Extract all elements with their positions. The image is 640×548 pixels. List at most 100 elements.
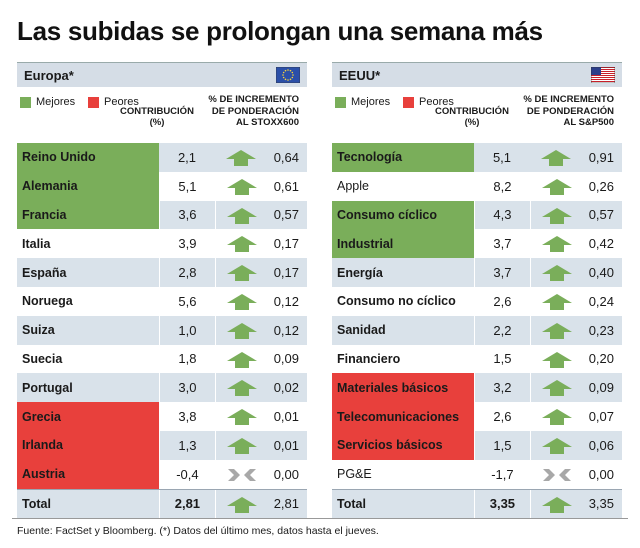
weight-value: 0,06 — [588, 437, 614, 453]
contribution-value: -1,7 — [473, 459, 531, 489]
weight-value: 2,81 — [273, 496, 299, 512]
weight-cell: 0,17 — [215, 229, 307, 259]
row-label: Tecnología — [332, 143, 474, 172]
row-label: Energía — [332, 258, 474, 287]
table-row: Suecia 1,8 0,09 — [17, 344, 307, 374]
arrow-up-icon — [227, 178, 258, 195]
legend-label-better: Mejores — [351, 96, 391, 108]
legend-worse: Peores — [403, 96, 454, 108]
table-row: Consumo cíclico 4,3 0,57 — [332, 200, 622, 230]
contribution-value: 3,0 — [158, 373, 216, 403]
contribution-value: 3,2 — [473, 373, 531, 403]
row-label: Italia — [17, 229, 159, 259]
arrow-up-icon — [227, 322, 258, 339]
arrow-up-icon — [542, 265, 573, 282]
page-title: Las subidas se prolongan una semana más — [17, 16, 543, 46]
row-label: Apple — [332, 171, 474, 201]
contribution-value: 2,2 — [473, 315, 531, 345]
contribution-value: 2,8 — [158, 258, 216, 287]
weight-cell: 0,01 — [215, 430, 307, 460]
weight-cell: 0,12 — [215, 315, 307, 345]
contribution-value: 3,35 — [473, 489, 531, 519]
weight-cell: 0,26 — [530, 171, 622, 201]
table-row: Energía 3,7 0,40 — [332, 258, 622, 287]
row-label: Total — [332, 489, 474, 519]
header-line: % DE INCREMENTO — [208, 94, 299, 105]
row-label: Telecomunicaciones — [332, 402, 474, 431]
arrow-up-icon — [541, 150, 571, 166]
contribution-value: 5,1 — [158, 171, 216, 201]
legend-swatch-worse — [88, 96, 99, 108]
weight-cell: 0,09 — [530, 373, 622, 403]
weight-value: 0,09 — [588, 380, 614, 396]
panel-title: EEUU* — [339, 68, 381, 83]
arrow-up-icon — [227, 293, 258, 310]
arrow-up-icon — [542, 409, 573, 426]
row-label: Irlanda — [17, 430, 159, 460]
arrow-up-icon — [542, 293, 573, 310]
weight-value: 0,00 — [273, 466, 299, 482]
column-header-contribution: CONTRIBUCIÓN (%) — [117, 106, 197, 128]
arrow-up-icon — [227, 236, 258, 253]
weight-value: 0,64 — [273, 149, 299, 165]
header-line: DE PONDERACIÓN — [211, 105, 299, 117]
flag — [275, 66, 301, 84]
eu-flag-icon — [275, 66, 301, 84]
column-header-contribution: CONTRIBUCIÓN (%) — [432, 106, 512, 128]
contribution-value: 3,7 — [473, 229, 531, 259]
row-label: Consumo cíclico — [332, 200, 474, 230]
column-header-weight: % DE INCREMENTO DE PONDERACIÓN AL STOXX600 — [189, 94, 299, 129]
row-label: Francia — [17, 200, 159, 230]
arrow-up-icon — [227, 265, 258, 282]
weight-cell: 2,81 — [215, 489, 307, 519]
legend-label-better: Mejores — [36, 96, 76, 108]
arrow-up-icon — [227, 351, 258, 368]
table-row: Austria -0,4 0,00 — [17, 459, 307, 489]
header-line: CONTRIBUCIÓN — [435, 106, 509, 117]
weight-value: 0,01 — [273, 437, 299, 453]
table-row: Alemania 5,1 0,61 — [17, 171, 307, 201]
weight-value: 0,42 — [588, 236, 614, 252]
contribution-value: 2,6 — [473, 286, 531, 316]
column-header-weight: % DE INCREMENTO DE PONDERACIÓN AL S&P500 — [504, 94, 614, 129]
row-label: Servicios básicos — [332, 430, 474, 460]
weight-cell: 0,57 — [530, 200, 622, 230]
row-label: Suiza — [17, 315, 159, 345]
legend-label-worse: Peores — [419, 96, 454, 108]
weight-value: 0,01 — [273, 409, 299, 425]
panel-title: Europa* — [24, 68, 74, 83]
weight-cell: 0,01 — [215, 402, 307, 431]
weight-value: 0,12 — [273, 322, 299, 338]
row-label: Sanidad — [332, 315, 474, 345]
arrow-up-icon — [542, 207, 573, 224]
table-row: Sanidad 2,2 0,23 — [332, 315, 622, 345]
bottom-divider — [12, 518, 628, 519]
weight-value: 0,23 — [588, 322, 614, 338]
weight-value: 0,12 — [273, 293, 299, 309]
table-row: Francia 3,6 0,57 — [17, 200, 307, 230]
arrow-up-icon — [542, 380, 573, 397]
header-line: % DE INCREMENTO — [523, 94, 614, 105]
header-line: AL S&P500 — [563, 117, 614, 128]
table-rows: Reino Unido 2,1 0,64 Alemania 5,1 0,61 Francia… — [17, 143, 307, 519]
weight-cell: 0,42 — [530, 229, 622, 259]
table-row: Servicios básicos 1,5 0,06 — [332, 430, 622, 460]
weight-cell: 0,23 — [530, 315, 622, 345]
table-row: Noruega 5,6 0,12 — [17, 286, 307, 316]
table-row: Industrial 3,7 0,42 — [332, 229, 622, 259]
weight-cell: 0,02 — [215, 373, 307, 403]
table-row: Italia 3,9 0,17 — [17, 229, 307, 259]
header-line: CONTRIBUCIÓN — [120, 106, 194, 117]
weight-cell: 0,24 — [530, 286, 622, 316]
weight-value: 0,91 — [588, 149, 614, 165]
weight-value: 0,61 — [273, 178, 299, 194]
table-rows: Tecnología 5,1 0,91 Apple 8,2 0,26 Consumo cíc… — [332, 143, 622, 519]
arrow-up-icon — [227, 409, 258, 426]
table-row: Grecia 3,8 0,01 — [17, 402, 307, 431]
weight-cell: 0,61 — [215, 171, 307, 201]
arrow-up-icon — [227, 207, 258, 224]
panel-0: Europa* Mejores Peores CONTRIBUCIÓN (%)% DE … — [17, 62, 307, 519]
contribution-value: 5,1 — [474, 143, 530, 172]
table-row: Irlanda 1,3 0,01 — [17, 430, 307, 460]
header-line: AL STOXX600 — [235, 117, 299, 128]
